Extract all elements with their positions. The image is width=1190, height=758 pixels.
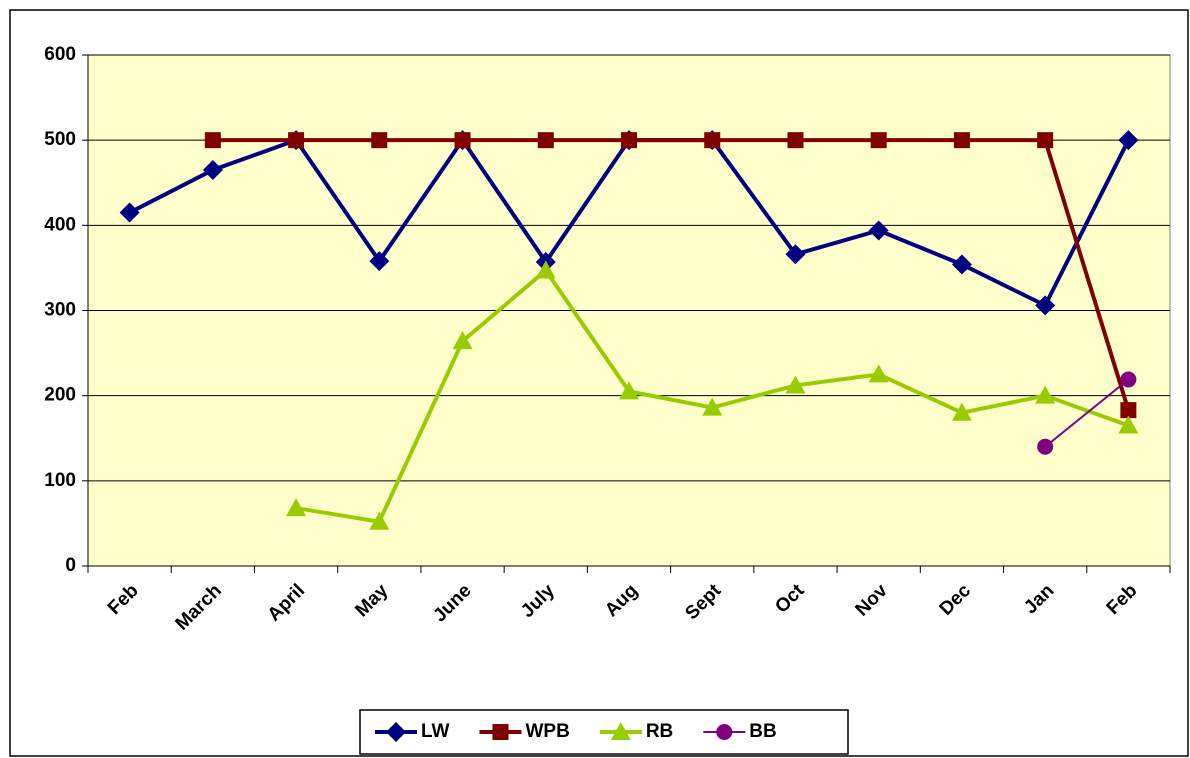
y-tick-label: 300: [44, 300, 76, 321]
legend-marker: [610, 722, 631, 740]
data-point: [785, 244, 806, 265]
data-point: [202, 159, 223, 180]
data-point: [369, 251, 390, 272]
data-point: [371, 132, 388, 149]
legend-marker: [386, 722, 406, 742]
data-point: [868, 220, 889, 241]
data-point: [704, 132, 721, 149]
y-tick-label: 100: [44, 470, 76, 491]
y-tick-label: 0: [65, 555, 76, 576]
data-point: [1037, 132, 1054, 149]
data-point: [785, 375, 806, 394]
data-point: [787, 132, 804, 149]
data-point: [452, 331, 473, 350]
data-point: [951, 402, 972, 421]
series-line: [212, 138, 1131, 411]
data-point: [951, 254, 972, 275]
legend-label: BB: [749, 721, 776, 742]
data-point: [286, 498, 307, 517]
data-point: [204, 132, 221, 149]
data-point: [621, 132, 637, 149]
data-point: [1035, 295, 1056, 316]
data-point: [369, 511, 390, 530]
data-point: [702, 397, 723, 416]
y-tick-label: 500: [44, 129, 76, 150]
data-point: [454, 132, 471, 149]
legend-marker: [492, 724, 509, 740]
data-point: [619, 381, 639, 400]
y-tick-label: 200: [44, 385, 76, 406]
data-point: [868, 364, 889, 383]
legend-label: RB: [646, 721, 673, 742]
data-point: [1120, 371, 1137, 388]
data-point: [1118, 130, 1139, 151]
legend-label: WPB: [526, 721, 570, 742]
data-point: [1037, 438, 1054, 455]
data-point: [1035, 385, 1056, 404]
data-point: [537, 132, 554, 149]
data-point: [1120, 402, 1137, 419]
data-point: [870, 132, 887, 149]
y-tick-label: 400: [44, 214, 76, 235]
legend-label: LW: [421, 721, 450, 742]
data-point: [953, 132, 970, 149]
data-point: [535, 260, 556, 279]
data-point: [119, 202, 140, 223]
legend-marker: [716, 724, 733, 740]
data-point: [288, 132, 305, 149]
data-point: [1118, 415, 1139, 434]
series-line: [1044, 378, 1130, 448]
y-tick-label: 600: [44, 44, 76, 65]
